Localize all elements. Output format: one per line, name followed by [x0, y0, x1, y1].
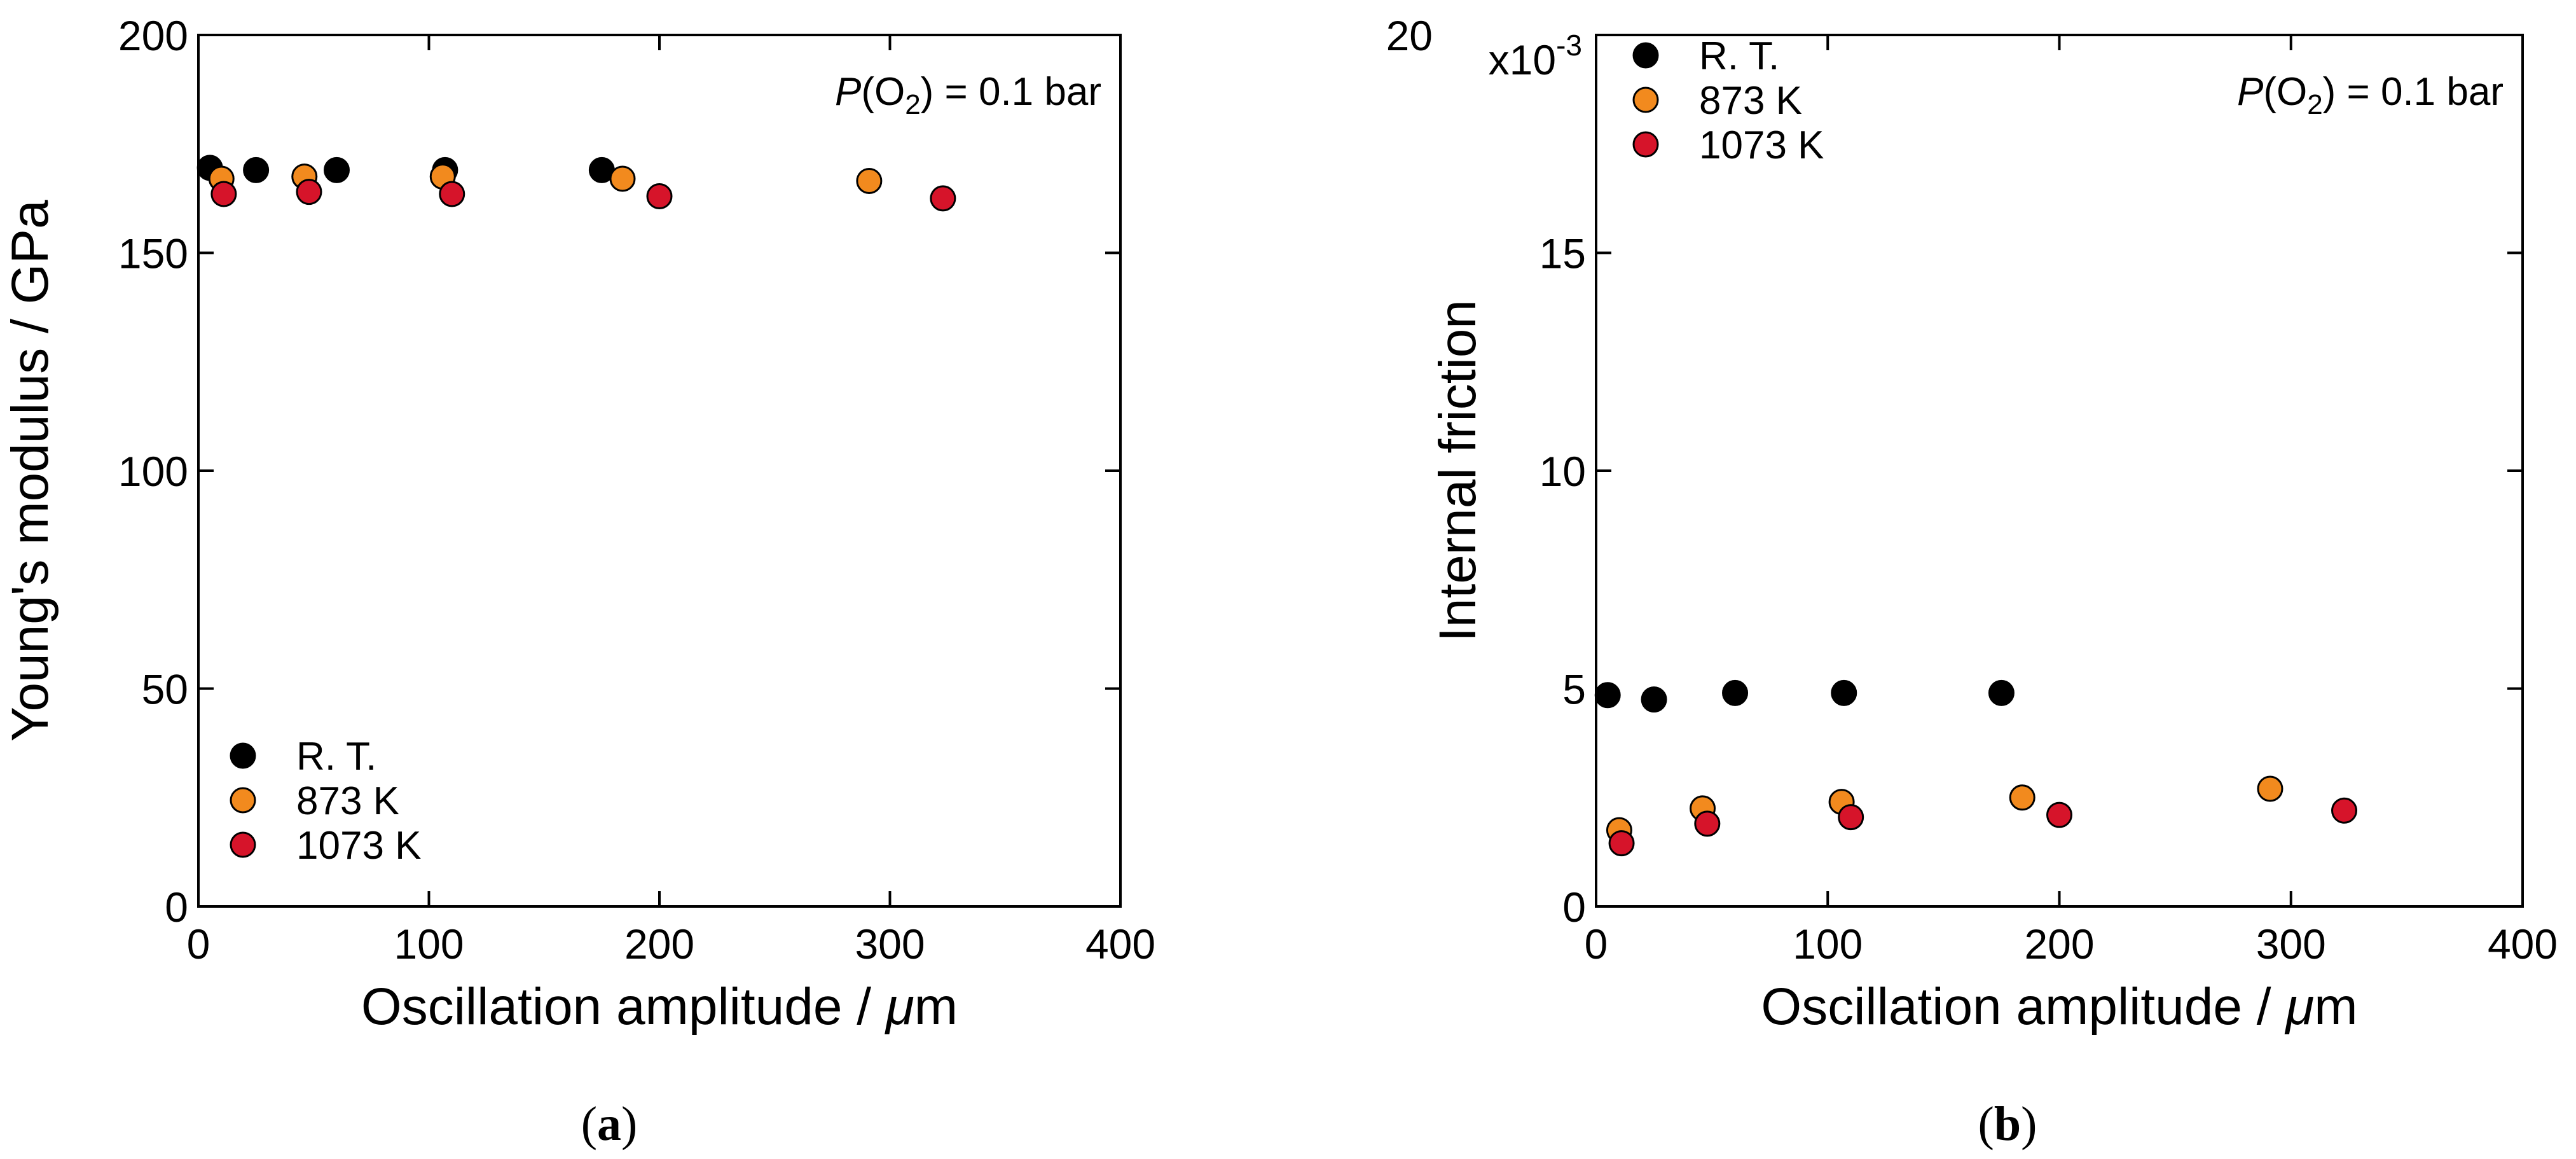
x-tick-label: 300: [855, 920, 925, 968]
data-point-1073-k: [2331, 797, 2358, 824]
y-tick-label: 15: [1539, 230, 1586, 277]
oxygen-symbol: (O: [2263, 70, 2307, 114]
y-tick-label: 100: [118, 448, 188, 495]
data-point-873-k: [2009, 784, 2035, 811]
panel-caption: (b): [1978, 1097, 2037, 1151]
y-exponent-label: x10-3: [1489, 29, 1582, 83]
legend-marker: [230, 787, 256, 814]
caption-open-paren: (: [581, 1097, 597, 1151]
x-axis-title: Oscillation amplitude / μm: [361, 978, 958, 1036]
data-point-1073-k: [2046, 802, 2072, 828]
x-axis-title: Oscillation amplitude / μm: [1761, 978, 2357, 1036]
oxygen-subscript: 2: [905, 89, 920, 120]
data-point-r-t: [324, 156, 350, 183]
pressure-symbol: P: [2237, 70, 2263, 114]
legend-marker: [1632, 131, 1659, 158]
pressure-annotation: P(O2) = 0.1 bar: [2237, 70, 2504, 120]
legend-label: 1073 K: [296, 824, 422, 868]
y-tick-label: 50: [142, 666, 188, 713]
legend-label: R. T.: [1699, 34, 1779, 78]
panel-caption: (a): [581, 1097, 638, 1151]
data-point-r-t: [1722, 679, 1749, 706]
y-tick-label: 10: [1539, 448, 1586, 495]
x-tick-label: 300: [2256, 920, 2326, 968]
data-point-1073-k: [439, 181, 465, 207]
data-point-r-t: [1831, 679, 1857, 706]
caption-close-paren: ): [621, 1097, 637, 1151]
data-point-r-t: [1988, 679, 2015, 706]
data-point-r-t: [1641, 686, 1667, 713]
data-point-873-k: [856, 167, 883, 194]
oxygen-symbol: (O: [861, 70, 905, 114]
y-tick-label: 0: [165, 884, 188, 931]
chart-panel-b: 0 100 200 300 400 0 5 10 15 20 x10-3 Oscillation am…: [1386, 12, 2558, 1151]
x-tick-label: 200: [2024, 920, 2094, 968]
caption-close-paren: ): [2021, 1097, 2037, 1151]
legend-marker: [230, 831, 256, 858]
data-point-r-t: [1594, 682, 1621, 709]
legend-label: R. T.: [296, 735, 376, 779]
data-point-1073-k: [930, 185, 956, 212]
y-tick-label: 20: [1386, 12, 1433, 59]
caption-open-paren: (: [1978, 1097, 1994, 1151]
x-axis-unit: m: [914, 978, 958, 1036]
data-point-1073-k: [1694, 810, 1721, 837]
micro-symbol: μ: [2284, 978, 2314, 1036]
data-point-873-k: [2257, 775, 2283, 802]
pressure-symbol: P: [835, 70, 861, 114]
x-tick-label: 400: [1085, 920, 1155, 968]
x-axis-title-text: Oscillation amplitude /: [361, 978, 886, 1036]
x-tick-label: 0: [1585, 920, 1608, 968]
chart-panel-a: 0 100 200 300 400 0 50 100 150 200 Oscillation amp…: [1, 12, 1155, 1151]
caption-letter: b: [1994, 1097, 2021, 1151]
legend-label: 873 K: [1699, 79, 1802, 123]
oxygen-subscript: 2: [2307, 89, 2322, 120]
legend-label: 1073 K: [1699, 123, 1824, 167]
exponent-power: -3: [1556, 29, 1582, 62]
pressure-annotation: P(O2) = 0.1 bar: [835, 70, 1101, 120]
data-point-873-k: [609, 165, 636, 192]
y-axis-title: Young's modulus / GPa: [1, 200, 59, 742]
x-axis-title-text: Oscillation amplitude /: [1761, 978, 2285, 1036]
legend-label: 873 K: [296, 779, 399, 823]
data-point-1073-k: [1838, 804, 1864, 831]
micro-symbol: μ: [885, 978, 914, 1036]
y-axis-title: Internal friction: [1429, 300, 1487, 642]
x-tick-label: 0: [187, 920, 210, 968]
x-tick-label: 100: [1793, 920, 1863, 968]
data-point-1073-k: [210, 181, 237, 207]
data-point-1073-k: [646, 183, 673, 209]
x-tick-label: 400: [2488, 920, 2558, 968]
y-tick-label: 200: [118, 12, 188, 59]
exponent-base: x10: [1489, 36, 1556, 83]
data-point-1073-k: [1608, 830, 1635, 857]
pressure-value: ) = 0.1 bar: [921, 70, 1101, 114]
legend-marker: [230, 742, 256, 769]
y-tick-label: 0: [1562, 884, 1586, 931]
legend-marker: [1632, 87, 1659, 113]
data-point-1073-k: [296, 179, 322, 205]
y-tick-label: 150: [118, 230, 188, 277]
pressure-value: ) = 0.1 bar: [2323, 70, 2504, 114]
data-point-r-t: [243, 156, 270, 183]
x-tick-label: 200: [624, 920, 694, 968]
caption-letter: a: [597, 1097, 621, 1151]
x-axis-unit: m: [2314, 978, 2357, 1036]
x-tick-label: 100: [394, 920, 464, 968]
y-tick-label: 5: [1562, 666, 1586, 713]
legend-marker: [1632, 42, 1659, 69]
